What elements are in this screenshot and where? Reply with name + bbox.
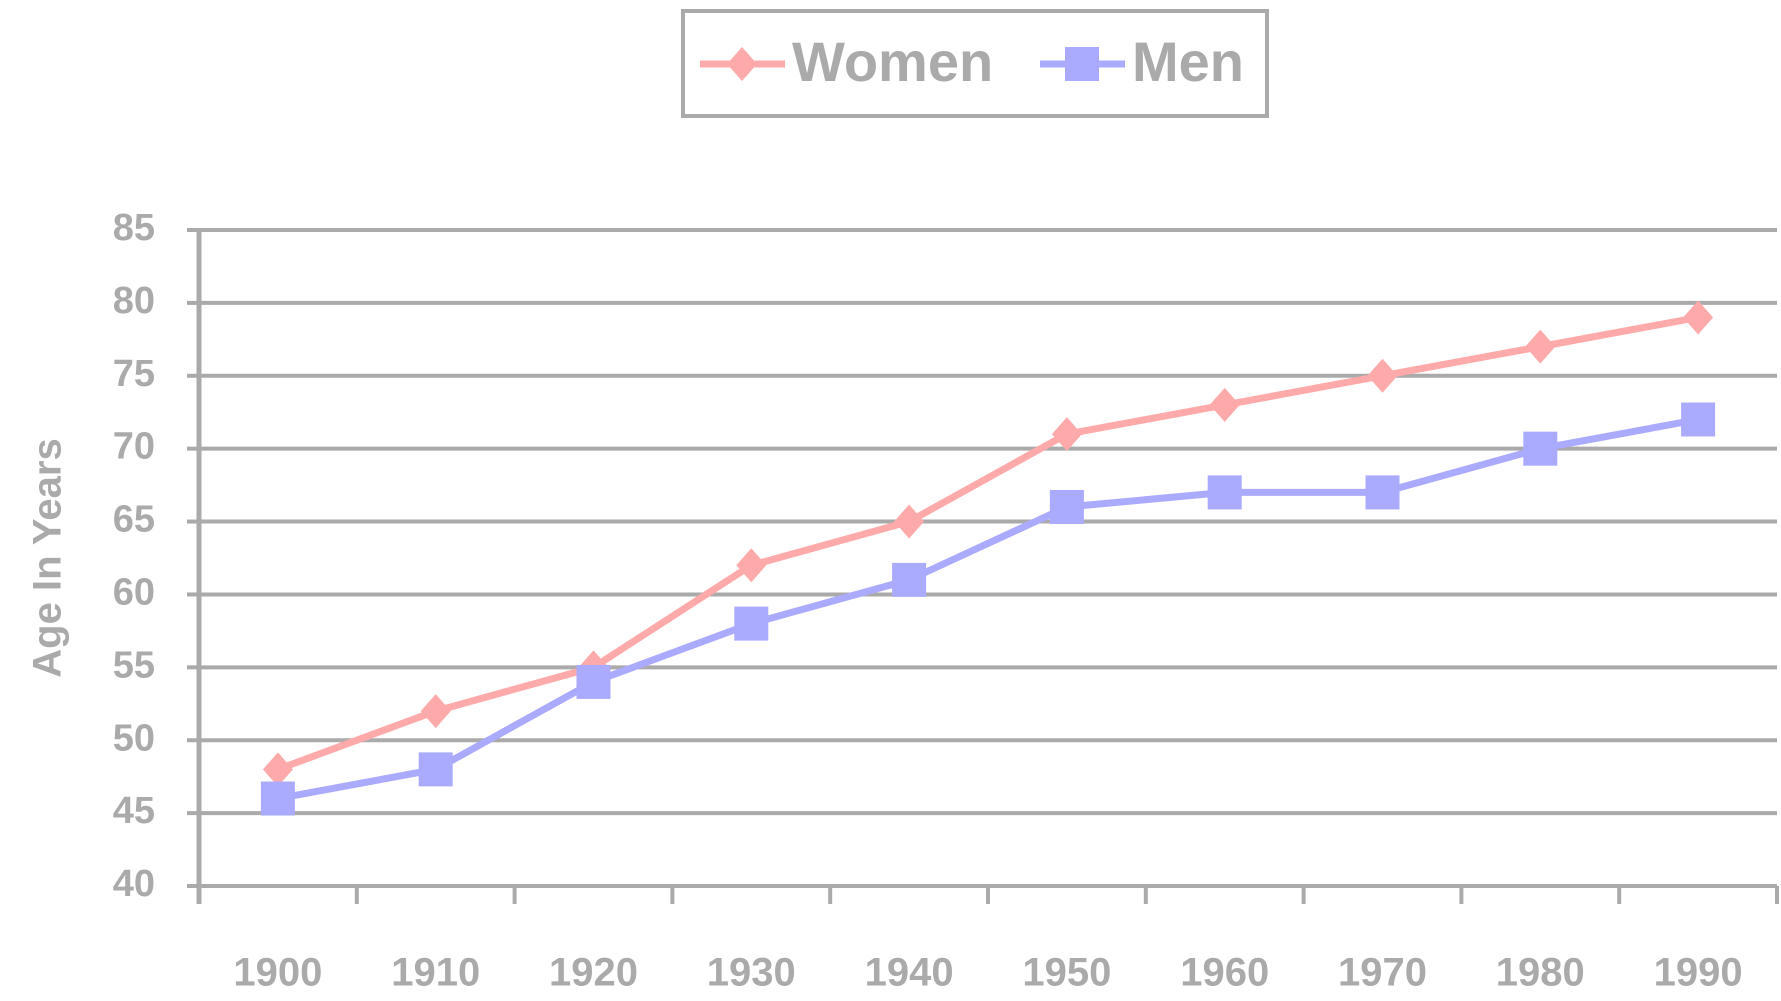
marker [1525,329,1556,364]
marker [1207,475,1242,510]
marker [892,562,927,597]
marker [1049,489,1084,524]
legend-label: Women [792,30,993,93]
y-tick-label: 85 [113,207,155,249]
y-tick-label: 45 [113,790,155,832]
y-tick-label: 70 [113,426,155,468]
x-tick-label: 1990 [1654,951,1743,995]
marker [1683,300,1714,335]
series-line [276,314,1699,773]
marker [1065,47,1099,81]
marker [260,781,295,816]
x-tick-label: 1950 [1022,951,1111,995]
x-tick-label: 1980 [1496,951,1585,995]
marker [420,694,451,729]
x-tick-label: 1900 [233,951,322,995]
marker [1209,387,1240,422]
marker [894,504,925,539]
marker [1681,402,1716,437]
legend-label: Men [1132,30,1244,93]
marker [736,548,767,583]
marker [1051,417,1082,452]
x-tick-label: 1960 [1180,951,1269,995]
y-tick-label: 55 [113,644,155,686]
marker [576,664,611,699]
marker [418,752,453,787]
marker [262,752,293,787]
marker [1367,358,1398,393]
series-line [277,416,1699,802]
y-tick-label: 65 [113,499,155,541]
marker [1523,431,1558,466]
x-tick-label: 1910 [391,951,480,995]
x-tick-label: 1930 [707,951,796,995]
x-tick-label: 1970 [1338,951,1427,995]
y-axis-label: Age In Years [26,438,70,677]
x-tick-label: 1920 [549,951,638,995]
y-tick-label: 60 [113,571,155,613]
y-tick-label: 50 [113,717,155,759]
y-tick-label: 40 [113,863,155,905]
y-tick-label: 75 [113,353,155,395]
marker [727,47,757,81]
x-tick-label: 1940 [865,951,954,995]
marker [734,606,769,641]
y-tick-label: 80 [113,280,155,322]
marker [1365,475,1400,510]
